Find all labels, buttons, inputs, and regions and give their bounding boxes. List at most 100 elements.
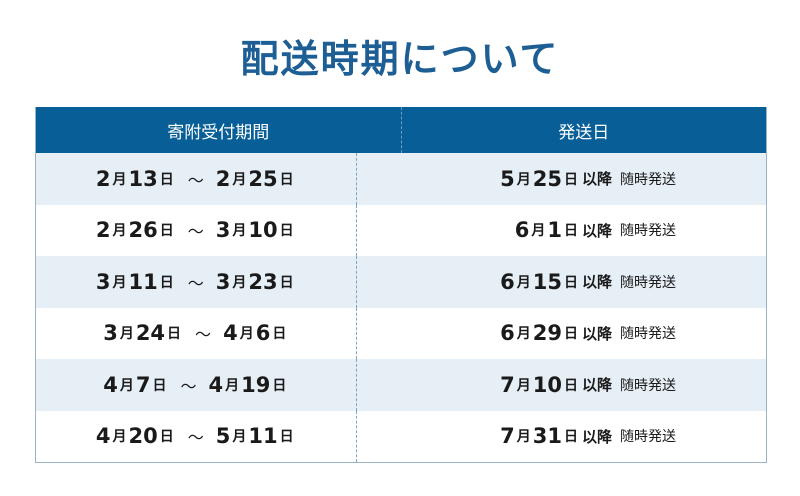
month-unit: 月 bbox=[516, 326, 531, 343]
to-day: 11 bbox=[248, 424, 278, 449]
month-unit: 月 bbox=[112, 274, 127, 291]
from-month: 4 bbox=[103, 372, 118, 397]
period-cell: 4 月 7 日〜 4 月 19 日 bbox=[36, 359, 357, 411]
ship-cell: 6 月 29 日以降 随時発送 bbox=[357, 308, 767, 360]
day-unit: 日 bbox=[272, 377, 287, 394]
after-label: 以降 bbox=[581, 170, 612, 189]
to-month: 3 bbox=[215, 269, 231, 294]
day-unit: 日 bbox=[563, 223, 578, 240]
from-month: 2 bbox=[95, 166, 111, 191]
from-day: 7 bbox=[135, 372, 151, 397]
note-label: 随時発送 bbox=[620, 377, 676, 394]
day-unit: 日 bbox=[279, 274, 294, 291]
day-unit: 日 bbox=[563, 274, 578, 291]
period-cell: 2 月 13 日〜 2 月 25 日 bbox=[36, 153, 357, 205]
month-unit: 月 bbox=[232, 223, 247, 240]
ship-day: 29 bbox=[532, 321, 562, 346]
tilde: 〜 bbox=[195, 325, 212, 345]
header-ship-date: 発送日 bbox=[558, 122, 610, 143]
tilde: 〜 bbox=[187, 222, 204, 242]
to-day: 23 bbox=[248, 269, 278, 294]
note-label: 随時発送 bbox=[620, 171, 676, 188]
period-cell: 2 月 26 日〜 3 月 10 日 bbox=[36, 204, 357, 256]
ship-cell: 6 月 1 日以降 随時発送 bbox=[357, 205, 767, 257]
table-body: 2 月 13 日〜 2 月 25 日 5 月 25 日以降 随時発送 2 月 26 日〜 3 月 10 日 6 月 1 日以降随… bbox=[36, 153, 766, 462]
day-unit: 日 bbox=[563, 326, 578, 343]
day-unit: 日 bbox=[563, 171, 578, 188]
month-unit: 月 bbox=[232, 171, 247, 188]
to-day: 19 bbox=[241, 372, 271, 397]
from-day: 13 bbox=[128, 166, 158, 191]
ship-day: 15 bbox=[532, 269, 562, 294]
ship-month: 6 bbox=[514, 218, 530, 243]
table-row: 4 月 20 日〜 5 月 11 日 7 月 31 日以降 随時発送 bbox=[36, 410, 767, 463]
table-row: 3 月 24 日〜 4 月 6 日 6 月 29 日以降 随時発送 bbox=[36, 307, 767, 360]
tilde: 〜 bbox=[187, 428, 204, 448]
from-month: 3 bbox=[103, 321, 118, 346]
month-unit: 月 bbox=[119, 326, 134, 343]
to-month: 3 bbox=[215, 218, 231, 243]
day-unit: 日 bbox=[167, 326, 182, 343]
from-day: 26 bbox=[128, 218, 158, 243]
month-unit: 月 bbox=[112, 223, 127, 240]
day-unit: 日 bbox=[159, 274, 174, 291]
day-unit: 日 bbox=[272, 326, 287, 343]
day-unit: 日 bbox=[563, 377, 578, 394]
day-unit: 日 bbox=[159, 171, 174, 188]
table-row: 2 月 13 日〜 2 月 25 日 5 月 25 日以降 随時発送 bbox=[36, 153, 766, 205]
day-unit: 日 bbox=[159, 429, 174, 446]
to-day: 25 bbox=[248, 166, 278, 191]
period-cell: 3 月 24 日〜 4 月 6 日 bbox=[36, 307, 357, 359]
ship-cell: 7 月 10 日以降 随時発送 bbox=[357, 359, 767, 411]
day-unit: 日 bbox=[279, 171, 294, 188]
from-month: 3 bbox=[95, 269, 111, 294]
month-unit: 月 bbox=[531, 223, 546, 240]
ship-cell: 7 月 31 日以降 随時発送 bbox=[357, 411, 767, 463]
page-title: 配送時期について bbox=[240, 37, 560, 81]
to-month: 4 bbox=[208, 372, 224, 397]
table-header: 寄附受付期間 発送日 bbox=[36, 107, 766, 153]
after-label: 以降 bbox=[581, 273, 612, 292]
from-month: 4 bbox=[95, 424, 111, 449]
ship-day: 31 bbox=[532, 424, 562, 449]
month-unit: 月 bbox=[225, 377, 240, 394]
month-unit: 月 bbox=[516, 171, 531, 188]
note-label: 随時発送 bbox=[620, 326, 676, 343]
to-day: 6 bbox=[255, 321, 271, 346]
month-unit: 月 bbox=[239, 326, 254, 343]
day-unit: 日 bbox=[159, 223, 174, 240]
to-month: 5 bbox=[215, 424, 231, 449]
day-unit: 日 bbox=[152, 377, 167, 394]
ship-month: 5 bbox=[500, 166, 515, 191]
period-cell: 3 月 11 日〜 3 月 23 日 bbox=[36, 256, 357, 308]
month-unit: 月 bbox=[112, 171, 127, 188]
shipping-schedule-table: 寄附受付期間 発送日 2 月 13 日〜 2 月 25 日 5 月 25 日以降 随時発送 2 月 26 日〜 3… bbox=[35, 107, 767, 463]
note-label: 随時発送 bbox=[620, 223, 676, 240]
table-row: 4 月 7 日〜 4 月 19 日 7 月 10 日以降 随時発送 bbox=[36, 359, 766, 411]
from-day: 11 bbox=[128, 269, 158, 294]
tilde: 〜 bbox=[187, 170, 204, 190]
ship-month: 7 bbox=[500, 372, 515, 397]
month-unit: 月 bbox=[119, 377, 134, 394]
table-row: 3 月 11 日〜 3 月 23 日 6 月 15 日以降 随時発送 bbox=[36, 256, 766, 308]
month-unit: 月 bbox=[112, 429, 127, 446]
to-day: 10 bbox=[248, 218, 278, 243]
note-label: 随時発送 bbox=[620, 429, 676, 446]
after-label: 以降 bbox=[581, 221, 612, 240]
month-unit: 月 bbox=[232, 274, 247, 291]
day-unit: 日 bbox=[563, 429, 578, 446]
ship-cell: 5 月 25 日以降 随時発送 bbox=[357, 153, 767, 205]
month-unit: 月 bbox=[516, 377, 531, 394]
after-label: 以降 bbox=[581, 324, 612, 343]
note-label: 随時発送 bbox=[620, 274, 676, 291]
from-day: 20 bbox=[128, 424, 158, 449]
to-month: 4 bbox=[223, 321, 238, 346]
month-unit: 月 bbox=[232, 429, 247, 446]
to-month: 2 bbox=[215, 166, 231, 191]
ship-month: 6 bbox=[500, 321, 515, 346]
ship-month: 7 bbox=[500, 424, 515, 449]
ship-day: 10 bbox=[532, 372, 562, 397]
header-period: 寄附受付期間 bbox=[36, 107, 402, 153]
ship-cell: 6 月 15 日以降 随時発送 bbox=[357, 256, 767, 308]
ship-day: 1 bbox=[547, 218, 562, 243]
